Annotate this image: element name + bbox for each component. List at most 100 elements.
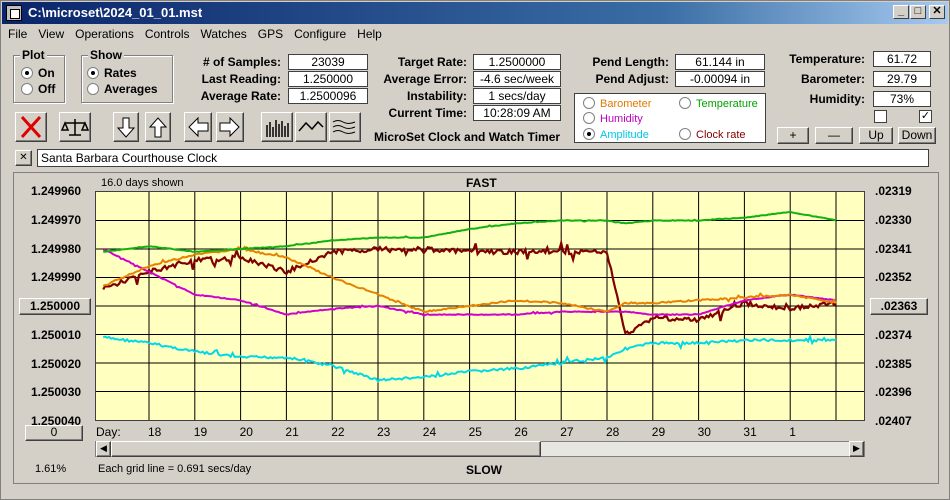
radio-dot — [679, 97, 691, 109]
last-reading-field: 1.250000 — [288, 71, 368, 87]
last-reading-label: Last Reading: — [201, 72, 281, 86]
minimize-button[interactable]: _ — [893, 5, 909, 19]
line-chart-icon — [298, 120, 324, 132]
target-rate-field[interactable]: 1.2500000 — [473, 54, 561, 70]
pend-adjust-label: Pend Adjust: — [595, 72, 669, 86]
instability-field: 1 secs/day — [473, 88, 561, 104]
menu-help[interactable]: Help — [357, 27, 382, 41]
left-checkbox[interactable] — [874, 110, 887, 123]
clear-button[interactable] — [15, 112, 47, 142]
menu-watches[interactable]: Watches — [200, 27, 247, 41]
chart-frame — [13, 172, 939, 484]
menu-controls[interactable]: Controls — [144, 27, 190, 41]
down-button[interactable]: Down — [898, 127, 936, 144]
up-arrow-button[interactable] — [145, 112, 171, 142]
right-axis-tick: .02330 — [875, 212, 912, 227]
chart-plot-area[interactable] — [95, 191, 865, 421]
plot-on-radio[interactable]: On — [21, 66, 55, 80]
zero-button[interactable]: 0 — [25, 425, 83, 441]
day-tick-label: 24 — [422, 425, 437, 439]
smooth-plot-button[interactable] — [329, 112, 361, 142]
plot-off-radio[interactable]: Off — [21, 82, 55, 96]
grid-note: Each grid line = 0.691 secs/day — [98, 463, 252, 475]
close-button[interactable]: ✕ — [929, 5, 945, 19]
horizontal-scrollbar[interactable]: ◀ ▶ — [95, 441, 865, 457]
percent-readout: 1.61% — [35, 463, 67, 475]
legend-clock-rate-radio[interactable]: Clock rate — [679, 128, 746, 141]
legend-clock-rate-label: Clock rate — [696, 129, 746, 141]
title-bar[interactable]: C:\microset\2024_01_01.mst _ □ ✕ — [2, 2, 948, 24]
day-tick-label: 26 — [514, 425, 528, 439]
app-name: MicroSet Clock and Watch Timer — [374, 130, 561, 144]
day-tick-label: 27 — [560, 425, 574, 439]
plus-button[interactable]: + — [777, 127, 809, 144]
window-title: C:\microset\2024_01_01.mst — [28, 5, 203, 20]
scroll-left-arrow[interactable]: ◀ — [96, 441, 111, 457]
histogram-button[interactable] — [261, 112, 293, 142]
average-rate-label: Average Rate: — [200, 89, 281, 103]
legend-barometer-radio[interactable]: Barometer — [583, 97, 651, 110]
right-axis-tick: .02407 — [875, 414, 912, 428]
show-averages-radio[interactable]: Averages — [87, 82, 158, 96]
fast-label: FAST — [466, 176, 497, 190]
pend-length-field[interactable]: 61.144 in — [675, 54, 765, 70]
menu-configure[interactable]: Configure — [294, 27, 347, 41]
plot-on-label: On — [38, 66, 55, 80]
up-button[interactable]: Up — [859, 127, 893, 144]
line-plot-button[interactable] — [295, 112, 327, 142]
scroll-thumb[interactable] — [111, 441, 541, 457]
minus-button[interactable]: — — [815, 127, 853, 144]
legend-temperature-label: Temperature — [696, 98, 758, 110]
day-tick-label: 29 — [651, 425, 666, 439]
left-arrow-button[interactable] — [184, 112, 212, 142]
menu-operations[interactable]: Operations — [75, 27, 134, 41]
show-averages-label: Averages — [104, 82, 158, 96]
bar-chart-icon — [266, 120, 289, 137]
plot-group-title: Plot — [20, 48, 47, 62]
menu-gps[interactable]: GPS — [257, 27, 284, 41]
right-axis-center-button[interactable]: .02363 — [870, 298, 928, 315]
scroll-right-arrow[interactable]: ▶ — [849, 441, 864, 457]
balance-button[interactable] — [59, 112, 91, 142]
left-axis-tick: 1.250020 — [31, 356, 82, 371]
legend-amplitude-radio[interactable]: Amplitude — [583, 128, 649, 141]
right-axis-tick: .02385 — [875, 356, 912, 371]
day-tick-label: 31 — [743, 425, 757, 439]
pend-length-label: Pend Length: — [592, 55, 669, 69]
maximize-button[interactable]: □ — [910, 5, 926, 19]
chart-svg — [96, 192, 864, 420]
left-axis-tick: 1.249990 — [31, 270, 82, 285]
samples-field: 23039 — [288, 54, 368, 70]
left-axis-center-button[interactable]: 1.250000 — [19, 298, 91, 315]
show-rates-label: Rates — [104, 66, 137, 80]
scale-icon — [60, 119, 90, 136]
days-shown: 16.0 days shown — [101, 177, 184, 189]
menu-view[interactable]: View — [38, 27, 65, 41]
menu-bar: File View Operations Controls Watches GPS Conf… — [2, 24, 948, 44]
right-axis-tick: .02396 — [875, 385, 912, 400]
arrow-left-icon — [188, 116, 209, 138]
radio-dot — [583, 128, 595, 140]
radio-dot — [583, 97, 595, 109]
barometer-label: Barometer: — [800, 72, 865, 86]
show-rates-radio[interactable]: Rates — [87, 66, 137, 80]
legend-temperature-radio[interactable]: Temperature — [679, 97, 758, 110]
menu-file[interactable]: File — [8, 27, 28, 41]
radio-dot — [21, 83, 33, 95]
slow-label: SLOW — [466, 463, 502, 477]
target-rate-label: Target Rate: — [397, 55, 467, 69]
clock-close-button[interactable]: ✕ — [15, 150, 32, 166]
clock-name-field[interactable]: Santa Barbara Courthouse Clock — [37, 149, 929, 167]
right-checkbox[interactable]: ✓ — [919, 110, 932, 123]
radio-dot — [87, 67, 99, 79]
down-arrow-button[interactable] — [113, 112, 139, 142]
day-tick-label: 30 — [697, 425, 711, 439]
wave-lines-icon — [332, 120, 356, 134]
right-arrow-button[interactable] — [216, 112, 244, 142]
app-icon[interactable] — [6, 5, 22, 21]
day-tick-label: 23 — [377, 425, 391, 439]
left-axis-tick: 1.249970 — [31, 212, 82, 227]
pend-adjust-field: -0.00094 in — [675, 71, 765, 87]
legend-humidity-radio[interactable]: Humidity — [583, 112, 643, 125]
